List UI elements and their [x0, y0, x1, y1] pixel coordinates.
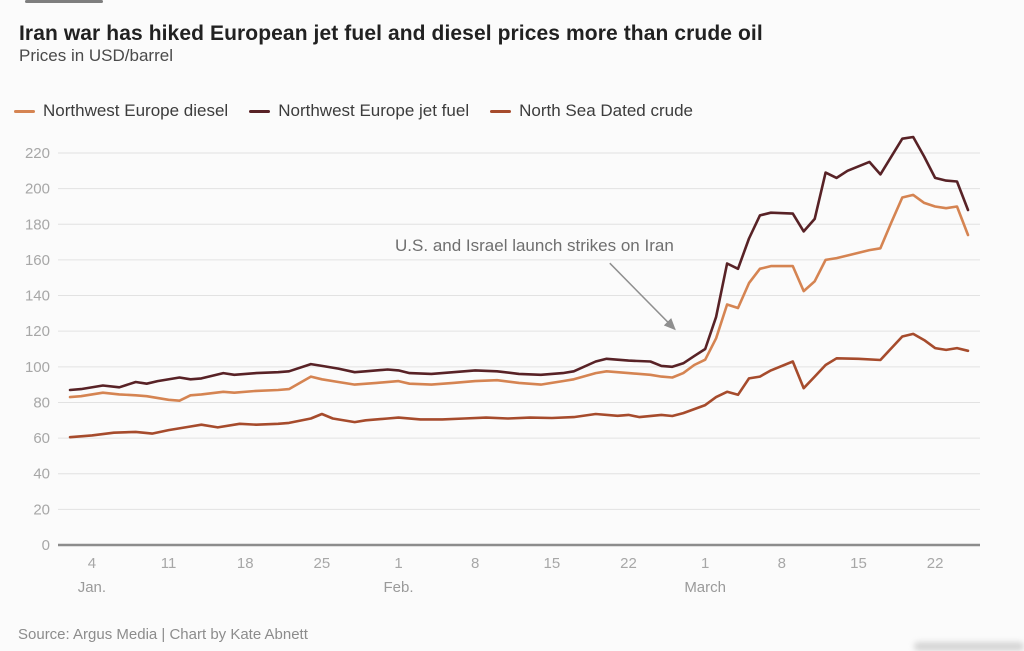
x-tick-label-day-18: 18 — [237, 555, 254, 572]
y-tick-label-180: 180 — [25, 216, 50, 233]
annotation-text: U.S. and Israel launch strikes on Iran — [395, 236, 674, 255]
series-line-north-sea-dated-crude — [68, 332, 970, 439]
x-tick-label-day-46: 15 — [544, 555, 561, 572]
x-tick-label-day-81: 22 — [927, 555, 944, 572]
x-tick-label-day-4: 4 — [88, 555, 96, 572]
x-tick-label-day-25: 25 — [314, 555, 331, 572]
legend-item-crude: North Sea Dated crude — [490, 101, 693, 121]
chart-title: Iran war has hiked European jet fuel and… — [19, 22, 763, 46]
y-tick-label-40: 40 — [33, 466, 50, 483]
y-tick-label-80: 80 — [33, 394, 50, 411]
source-credit: Source: Argus Media | Chart by Kate Abne… — [18, 626, 308, 643]
legend-item-jet-fuel: Northwest Europe jet fuel — [249, 101, 469, 121]
y-tick-label-220: 220 — [25, 145, 50, 162]
x-tick-label-day-11: 11 — [161, 555, 177, 572]
chart-subtitle: Prices in USD/barrel — [19, 46, 173, 65]
crude-line-swatch-icon — [490, 109, 512, 113]
x-tick-label-day-32: 1 — [394, 555, 402, 572]
y-tick-label-200: 200 — [25, 181, 50, 198]
screen-artifact-top — [25, 0, 103, 3]
legend-label-diesel: Northwest Europe diesel — [43, 101, 229, 120]
diesel-line-swatch-icon — [14, 109, 35, 113]
month-label-jan: Jan. — [78, 579, 106, 596]
y-tick-label-0: 0 — [42, 537, 50, 554]
series-lines — [68, 135, 970, 439]
y-tick-label-100: 100 — [25, 359, 50, 376]
legend: Northwest Europe diesel Northwest Europe… — [14, 101, 693, 121]
gridlines — [58, 152, 980, 547]
x-tick-label-day-67: 8 — [778, 555, 786, 572]
x-tick-label-day-53: 22 — [620, 555, 637, 572]
month-label-feb: Feb. — [384, 579, 414, 596]
legend-item-diesel: Northwest Europe diesel — [14, 101, 228, 121]
jet-fuel-line-swatch-icon — [249, 109, 271, 113]
month-label-march: March — [684, 579, 726, 596]
series-line-northwest-europe-diesel — [68, 193, 970, 403]
screen-artifact-bottom — [914, 642, 1024, 651]
legend-label-crude: North Sea Dated crude — [519, 101, 693, 120]
annotation: U.S. and Israel launch strikes on Iran — [395, 236, 676, 331]
y-tick-label-60: 60 — [33, 430, 50, 447]
series-line-northwest-europe-jet-fuel — [68, 135, 970, 392]
y-tick-label-20: 20 — [33, 501, 50, 518]
x-tick-label-day-74: 15 — [850, 555, 867, 572]
y-tick-label-160: 160 — [25, 252, 50, 269]
y-tick-label-120: 120 — [25, 323, 50, 340]
x-tick-label-day-60: 1 — [701, 555, 709, 572]
annotation-arrow-icon — [609, 262, 676, 331]
x-tick-label-day-39: 8 — [471, 555, 479, 572]
legend-label-jet-fuel: Northwest Europe jet fuel — [278, 101, 470, 120]
y-tick-label-140: 140 — [25, 288, 50, 305]
